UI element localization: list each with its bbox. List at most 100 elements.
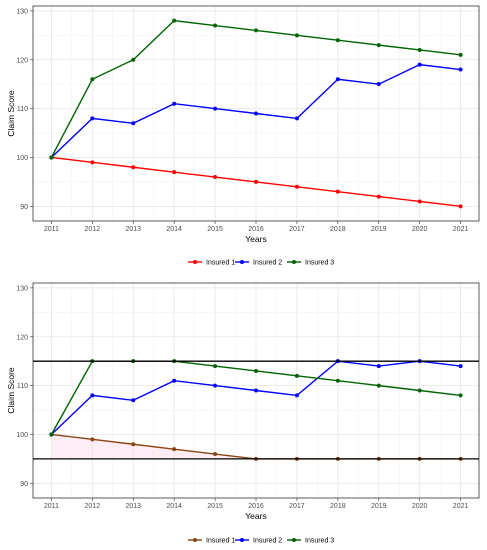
- data-point: [172, 447, 177, 452]
- data-point: [458, 67, 463, 72]
- chart-1: 90 100 110 120 130 2011 2012 2013 2014 2015 2016 20…: [6, 5, 480, 267]
- y-tick-label: 90: [20, 204, 28, 211]
- data-point: [254, 111, 258, 116]
- x-tick-label: 2020: [412, 503, 428, 510]
- legend-key-point: [240, 260, 244, 264]
- data-point: [294, 373, 299, 378]
- data-point: [213, 452, 218, 457]
- x-tick-label: 2016: [248, 226, 264, 233]
- y-tick-label: 90: [20, 481, 28, 488]
- data-point: [376, 383, 381, 388]
- x-tick-label: 2017: [289, 503, 305, 510]
- x-tick-label: 2015: [207, 503, 223, 510]
- y-axis-title: Claim Score: [6, 90, 16, 137]
- data-point: [335, 378, 340, 383]
- x-tick-label: 2014: [166, 503, 182, 510]
- x-tick-label: 2014: [166, 226, 182, 233]
- legend-label: Insured 1: [206, 260, 235, 267]
- data-point: [376, 364, 381, 369]
- data-point: [172, 378, 177, 383]
- data-point: [131, 121, 136, 126]
- data-point: [294, 33, 299, 38]
- x-tick-label: 2021: [453, 226, 469, 233]
- plot-border: [32, 5, 480, 222]
- chart-2: 90 100 110 120 130 2011 2012 2013 2014 2015 2016 20…: [6, 282, 480, 545]
- legend-key-point: [292, 260, 296, 264]
- plot-border: [32, 282, 480, 499]
- data-point: [335, 77, 340, 82]
- data-point: [172, 18, 177, 23]
- x-tick-label: 2012: [85, 226, 101, 233]
- x-tick-label: 2013: [125, 503, 141, 510]
- data-point: [254, 368, 258, 373]
- legend-label: Insured 2: [253, 260, 282, 267]
- legend-label: Insured 1: [206, 538, 235, 545]
- x-tick-label: 2013: [125, 226, 141, 233]
- data-point: [90, 437, 95, 442]
- legend-key-point: [240, 538, 244, 542]
- data-point: [131, 398, 136, 403]
- data-point: [131, 57, 136, 62]
- data-point: [254, 388, 258, 393]
- data-point: [417, 199, 422, 204]
- y-tick-label: 110: [17, 106, 28, 113]
- data-point: [213, 106, 218, 111]
- x-tick-label: 2012: [85, 503, 101, 510]
- data-point: [49, 155, 54, 160]
- data-point: [335, 189, 340, 194]
- y-axis-title: Claim Score: [6, 367, 16, 414]
- data-point: [417, 47, 422, 52]
- data-point: [90, 116, 95, 121]
- data-point: [294, 393, 299, 398]
- y-tick-label: 130: [16, 285, 28, 292]
- x-tick-label: 2011: [44, 226, 59, 233]
- legend-label: Insured 3: [305, 538, 334, 545]
- y-tick-label: 120: [16, 334, 28, 341]
- x-tick-label: 2015: [207, 226, 223, 233]
- data-point: [458, 364, 463, 369]
- x-tick-label: 2021: [453, 503, 469, 510]
- legend-label: Insured 2: [253, 538, 282, 545]
- x-tick-label: 2019: [371, 503, 387, 510]
- data-point: [213, 23, 218, 28]
- y-tick-label: 130: [16, 8, 28, 15]
- data-point: [417, 62, 422, 67]
- data-point: [458, 393, 463, 398]
- data-point: [294, 184, 299, 189]
- data-point: [90, 393, 95, 398]
- x-tick-label: 2011: [44, 503, 59, 510]
- data-point: [172, 101, 177, 106]
- data-point: [213, 383, 218, 388]
- legend-label: Insured 3: [305, 260, 334, 267]
- y-tick-label: 100: [16, 432, 28, 439]
- x-axis-title: Years: [245, 511, 266, 521]
- data-point: [376, 82, 381, 87]
- y-tick-label: 100: [16, 155, 28, 162]
- data-point: [458, 52, 463, 57]
- y-tick-label: 110: [17, 383, 28, 390]
- data-point: [131, 165, 136, 170]
- x-tick-label: 2016: [248, 503, 264, 510]
- data-point: [90, 160, 95, 165]
- data-point: [294, 116, 299, 121]
- legend-key-point: [193, 538, 197, 542]
- y-tick-label: 120: [16, 57, 28, 64]
- x-tick-label: 2018: [330, 226, 346, 233]
- x-tick-label: 2017: [289, 226, 305, 233]
- data-point: [376, 194, 381, 199]
- x-tick-label: 2020: [412, 226, 428, 233]
- data-point: [49, 432, 54, 437]
- data-point: [213, 175, 218, 180]
- data-point: [417, 388, 422, 393]
- legend-key-point: [292, 538, 296, 542]
- x-tick-label: 2018: [330, 503, 346, 510]
- data-point: [213, 364, 218, 369]
- data-point: [90, 77, 95, 82]
- shaded-area: [51, 434, 461, 459]
- data-point: [458, 204, 463, 209]
- data-point: [335, 38, 340, 43]
- x-axis-title: Years: [245, 234, 266, 244]
- x-tick-label: 2019: [371, 226, 387, 233]
- data-point: [131, 442, 136, 447]
